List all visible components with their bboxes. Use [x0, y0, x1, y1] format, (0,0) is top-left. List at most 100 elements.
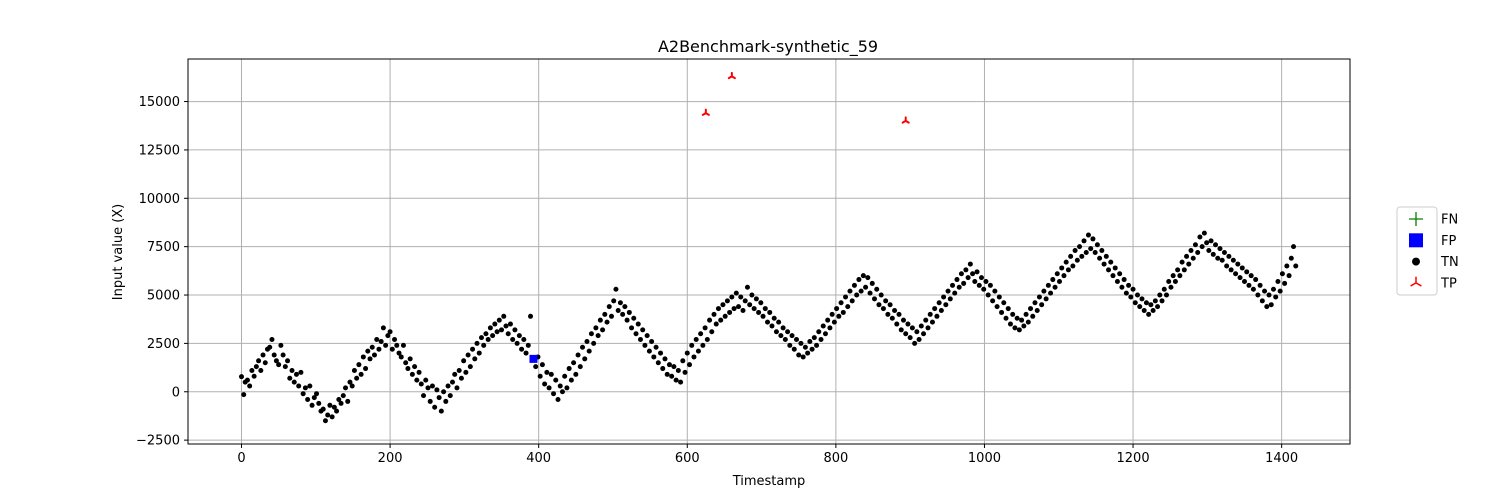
tn-point	[963, 267, 969, 273]
tn-point	[445, 383, 451, 389]
tn-point	[443, 398, 449, 404]
tn-point	[624, 317, 630, 323]
tn-point	[1199, 244, 1205, 250]
tn-point	[461, 358, 467, 364]
tn-point	[1003, 315, 1009, 321]
tn-point	[285, 358, 291, 364]
tn-point	[798, 340, 804, 346]
tn-point	[345, 398, 351, 404]
tn-point	[1059, 265, 1065, 271]
tn-point	[1014, 315, 1020, 321]
legend-marker-fp	[1409, 233, 1423, 248]
tn-point	[941, 294, 947, 300]
tn-point	[458, 375, 464, 381]
tn-point	[1282, 280, 1288, 286]
tn-point	[1224, 263, 1230, 269]
tn-point	[494, 329, 500, 335]
tn-point	[516, 333, 522, 339]
tn-point	[872, 296, 878, 302]
tn-point	[546, 385, 552, 391]
tn-point	[423, 377, 429, 383]
tn-point	[1190, 255, 1196, 261]
tn-point	[1270, 286, 1276, 292]
tn-point	[1157, 292, 1163, 298]
tn-point	[447, 393, 453, 399]
tn-point	[597, 317, 603, 323]
tn-point	[1012, 325, 1018, 331]
legend-label-fp: FP	[1441, 234, 1456, 249]
tn-point	[822, 331, 828, 337]
tn-point	[325, 412, 331, 418]
tn-point	[258, 367, 264, 373]
tn-point	[251, 373, 257, 379]
tn-point	[831, 319, 837, 325]
tn-point	[851, 282, 857, 288]
tn-point	[1293, 263, 1299, 269]
tn-point	[952, 290, 958, 296]
tn-point	[407, 356, 413, 362]
tn-point	[1146, 311, 1152, 317]
tn-point	[675, 367, 681, 373]
tn-point	[921, 331, 927, 337]
tn-point	[329, 414, 335, 420]
tn-point	[1266, 292, 1272, 298]
tn-point	[867, 290, 873, 296]
tn-point	[300, 391, 306, 397]
tn-point	[1117, 271, 1123, 277]
tn-point	[637, 337, 643, 343]
tp-point	[701, 108, 710, 116]
y-tick-label: 12500	[139, 143, 180, 158]
legend-marker-fn	[1409, 212, 1423, 226]
tn-point	[1172, 278, 1178, 284]
tn-point	[727, 309, 733, 315]
tn-point	[588, 331, 594, 337]
tn-point	[865, 275, 871, 281]
tn-point	[1123, 290, 1129, 296]
tn-point	[1237, 275, 1243, 281]
tn-point	[575, 352, 581, 358]
tn-point	[936, 300, 942, 306]
tn-point	[1284, 263, 1290, 269]
tn-point	[776, 319, 782, 325]
tn-point	[671, 364, 677, 370]
tn-point	[1246, 282, 1252, 288]
tn-point	[360, 354, 366, 360]
tn-point	[1010, 311, 1016, 317]
tn-point	[715, 306, 721, 312]
tn-point	[559, 389, 565, 395]
tn-point	[695, 348, 701, 354]
tn-point	[1204, 240, 1210, 246]
tn-point	[753, 296, 759, 302]
tn-point	[280, 352, 286, 358]
tn-point	[615, 308, 621, 314]
tn-point	[454, 385, 460, 391]
tn-point	[642, 342, 648, 348]
tn-point	[633, 331, 639, 337]
tn-point	[363, 366, 369, 372]
tn-point	[396, 350, 402, 356]
tn-point	[972, 278, 978, 284]
tn-point	[595, 333, 601, 339]
tn-point	[282, 364, 288, 370]
tn-point	[1288, 255, 1294, 261]
tn-point	[436, 395, 442, 401]
tn-point	[1081, 238, 1087, 244]
tn-point	[990, 298, 996, 304]
tn-point	[1262, 288, 1268, 294]
tn-point	[983, 278, 989, 284]
tn-point	[499, 327, 505, 333]
x-axis-ticks: 0 200 400 600 800 1000 1200 1400	[237, 444, 1298, 466]
tn-point	[1077, 244, 1083, 250]
tn-point	[412, 364, 418, 370]
x-tick-label: 600	[675, 451, 700, 466]
tn-point	[780, 325, 786, 331]
tn-point	[907, 335, 913, 341]
tn-point	[807, 338, 813, 344]
tn-point	[785, 329, 791, 335]
tn-point	[874, 286, 880, 292]
tn-point	[452, 371, 458, 377]
tn-point	[1025, 319, 1031, 325]
tn-point	[327, 402, 333, 408]
tn-point	[528, 313, 534, 319]
tn-point	[740, 308, 746, 314]
